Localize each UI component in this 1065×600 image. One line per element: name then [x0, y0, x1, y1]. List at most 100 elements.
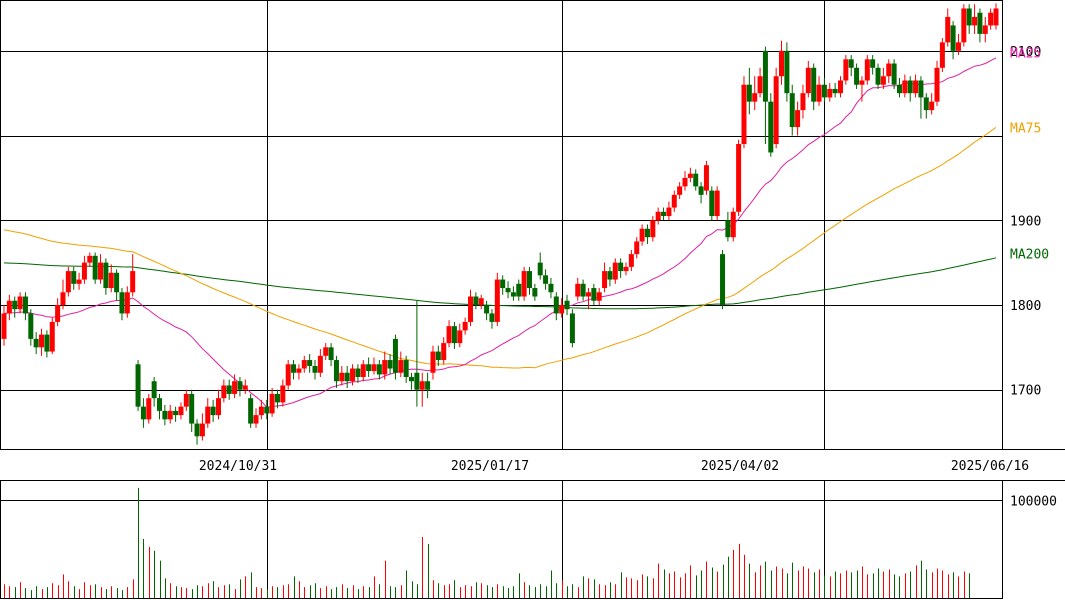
candle-body	[591, 288, 597, 301]
candle	[457, 323, 463, 348]
candle	[371, 357, 377, 375]
candle-body	[709, 190, 715, 217]
candle-body	[913, 80, 919, 94]
candle-body	[366, 364, 372, 372]
candle-body	[548, 283, 554, 293]
candle-body	[677, 186, 683, 195]
candle	[468, 289, 474, 327]
candle-body	[189, 393, 195, 424]
candle	[913, 74, 919, 98]
candle-body	[730, 211, 736, 238]
candle-body	[430, 351, 436, 373]
ma200-line	[3, 257, 997, 310]
candle-body	[114, 272, 120, 293]
candle	[961, 4, 967, 47]
candle-body	[762, 50, 768, 102]
candle	[162, 404, 168, 426]
candle	[709, 186, 715, 221]
candle	[280, 379, 286, 407]
candle-body	[419, 381, 425, 390]
candle	[720, 249, 726, 310]
candle	[462, 317, 468, 335]
candle-body	[264, 406, 270, 414]
candle-body	[559, 304, 565, 314]
candle	[135, 360, 141, 411]
candle-body	[682, 177, 688, 187]
candle-body	[167, 410, 173, 420]
candle-body	[435, 351, 441, 361]
candle-body	[146, 398, 152, 420]
candle	[92, 252, 98, 284]
candle	[553, 292, 559, 321]
candle	[81, 255, 87, 284]
candle	[301, 355, 307, 373]
candle	[44, 330, 50, 358]
candle	[478, 294, 484, 310]
candle	[76, 272, 82, 290]
candle-body	[526, 271, 532, 289]
candle-body	[585, 292, 591, 297]
candle-body	[301, 360, 307, 369]
candle	[28, 309, 34, 346]
candle-body	[505, 288, 511, 293]
candle-body	[982, 25, 988, 34]
candle	[323, 343, 329, 361]
candle	[543, 269, 549, 290]
candle	[757, 67, 763, 98]
candle	[221, 379, 227, 403]
candle	[634, 237, 640, 259]
candle-body	[280, 385, 286, 403]
candle	[843, 55, 849, 85]
candle-body	[221, 385, 227, 399]
candle	[398, 351, 404, 377]
candle	[103, 258, 109, 295]
candle-body	[693, 173, 699, 187]
candle	[602, 262, 608, 293]
candle	[505, 281, 511, 299]
candle	[623, 262, 629, 276]
candle	[296, 364, 302, 380]
ma75-path	[3, 126, 997, 369]
candle	[430, 345, 436, 380]
candle	[907, 76, 913, 102]
candle	[253, 408, 259, 428]
candle-body	[746, 84, 752, 102]
candle	[795, 101, 801, 136]
candle	[800, 84, 806, 119]
candle	[886, 59, 892, 84]
candle-body	[355, 368, 361, 377]
candle-body	[714, 190, 720, 217]
candle	[730, 207, 736, 242]
candle	[248, 393, 254, 428]
candle	[205, 398, 211, 428]
candle	[98, 254, 104, 284]
candle	[124, 286, 130, 318]
candle-body	[644, 228, 650, 238]
candle-body	[98, 262, 104, 280]
candle	[993, 3, 999, 30]
candle	[49, 317, 55, 355]
candle-body	[317, 355, 323, 373]
candle-body	[687, 173, 693, 178]
candle-body	[757, 76, 763, 94]
candle	[628, 249, 634, 272]
candle	[151, 376, 157, 407]
candle	[548, 277, 554, 299]
candle	[242, 379, 248, 394]
candle	[896, 77, 902, 98]
candle-body	[248, 398, 254, 424]
candle-body	[87, 255, 93, 263]
candle	[821, 77, 827, 102]
candle-body	[655, 211, 661, 221]
candle-body	[832, 88, 838, 94]
candle	[510, 286, 516, 301]
ma25-label: MA25	[1010, 47, 1041, 62]
candle-body	[441, 343, 447, 361]
candle	[451, 321, 457, 350]
candle-body	[977, 12, 983, 34]
candle-body	[634, 241, 640, 255]
candle	[714, 186, 720, 221]
candle-body	[312, 365, 318, 373]
candle-body	[28, 313, 34, 339]
